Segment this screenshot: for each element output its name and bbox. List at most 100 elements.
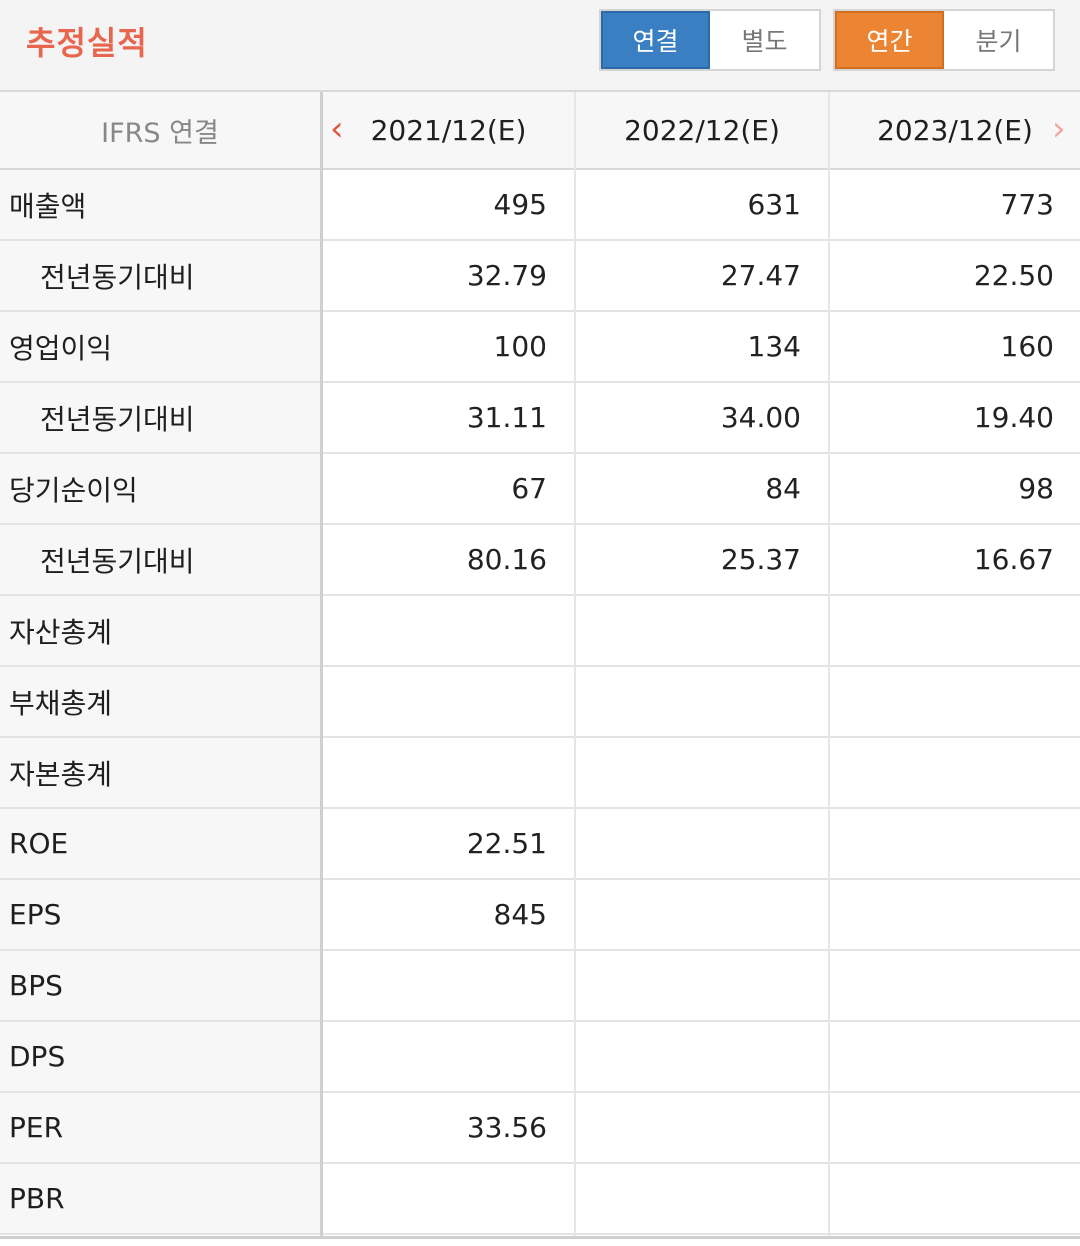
header-bar: 추정실적 연결 별도 연간 분기 bbox=[0, 0, 1080, 92]
accounting-standard-label: IFRS 연결 bbox=[101, 117, 219, 149]
value-cell bbox=[576, 667, 828, 736]
value-cell: 98 bbox=[1018, 472, 1054, 505]
value-cell: 773 bbox=[1000, 188, 1054, 221]
row-label: ROE bbox=[9, 827, 69, 860]
row-label: 당기순이익 bbox=[9, 473, 138, 507]
table-row: 전년동기대비 32.79 27.47 22.50 bbox=[0, 241, 1080, 312]
annual-button[interactable]: 연간 bbox=[835, 11, 944, 69]
value-cell: 34.00 bbox=[720, 401, 801, 434]
row-label: EPS bbox=[9, 898, 62, 931]
table-row: DPS bbox=[0, 1022, 1080, 1093]
value-cell bbox=[830, 880, 1080, 949]
table-row: PER 33.56 bbox=[0, 1093, 1080, 1164]
row-label-cell: DPS bbox=[0, 1022, 320, 1091]
row-label: 전년동기대비 bbox=[40, 544, 195, 578]
value-cell bbox=[323, 596, 574, 665]
consolidated-button[interactable]: 연결 bbox=[601, 11, 710, 69]
table-row: 자산총계 bbox=[0, 596, 1080, 667]
quarterly-button[interactable]: 분기 bbox=[975, 27, 1022, 56]
value-cell bbox=[576, 738, 828, 807]
value-cell bbox=[323, 667, 574, 736]
value-cell: 16.67 bbox=[973, 543, 1054, 576]
row-label: DPS bbox=[9, 1040, 66, 1073]
row-label: 매출액 bbox=[9, 189, 87, 223]
column-divider bbox=[320, 92, 323, 1238]
table-row: 자본총계 bbox=[0, 738, 1080, 809]
row-label-cell: 부채총계 bbox=[0, 667, 320, 736]
value-cell: 80.16 bbox=[466, 543, 547, 576]
row-label-cell: EPS bbox=[0, 880, 320, 949]
value-cell bbox=[576, 1164, 828, 1233]
value-cell bbox=[830, 1164, 1080, 1233]
row-label-cell: ROE bbox=[0, 809, 320, 878]
column-divider bbox=[574, 92, 576, 1238]
value-cell bbox=[323, 1022, 574, 1091]
value-cell bbox=[830, 951, 1080, 1020]
value-cell: 134 bbox=[747, 330, 801, 363]
value-cell: 160 bbox=[1000, 330, 1054, 363]
row-label-cell: PBR bbox=[0, 1164, 320, 1233]
value-cell bbox=[576, 1022, 828, 1091]
chevron-left-icon[interactable]: ‹ bbox=[330, 109, 344, 149]
row-label: BPS bbox=[9, 969, 63, 1002]
chevron-right-icon[interactable]: › bbox=[1052, 109, 1066, 149]
value-cell: 845 bbox=[493, 898, 547, 931]
row-label-cell: 매출액 bbox=[0, 170, 320, 239]
value-cell: 31.11 bbox=[466, 401, 547, 434]
column-header-2022: 2022/12(E) bbox=[624, 113, 780, 147]
value-cell: 495 bbox=[493, 188, 547, 221]
value-cell bbox=[576, 809, 828, 878]
row-label: 부채총계 bbox=[9, 686, 113, 720]
row-label-cell: 전년동기대비 bbox=[0, 241, 320, 310]
row-label-cell: 당기순이익 bbox=[0, 454, 320, 523]
row-label-cell: BPS bbox=[0, 951, 320, 1020]
separate-button[interactable]: 별도 bbox=[741, 27, 788, 56]
row-label: 영업이익 bbox=[9, 331, 113, 365]
value-cell: 22.50 bbox=[973, 259, 1054, 292]
value-cell bbox=[830, 1022, 1080, 1091]
row-label: PER bbox=[9, 1111, 64, 1144]
value-cell bbox=[576, 951, 828, 1020]
table-header-row: IFRS 연결 2021/12(E) 2022/12(E) 2023/12(E) bbox=[0, 92, 1080, 170]
value-cell: 19.40 bbox=[973, 401, 1054, 434]
value-cell bbox=[576, 596, 828, 665]
table-row: 영업이익 100 134 160 bbox=[0, 312, 1080, 383]
column-header-2021: 2021/12(E) bbox=[370, 113, 527, 147]
value-cell: 84 bbox=[765, 472, 801, 505]
row-label: 자본총계 bbox=[9, 757, 113, 791]
value-cell bbox=[323, 1164, 574, 1233]
row-label-cell: PER bbox=[0, 1093, 320, 1162]
value-cell bbox=[830, 809, 1080, 878]
table-row: PBR bbox=[0, 1164, 1080, 1235]
row-label: 자산총계 bbox=[9, 615, 113, 649]
value-cell bbox=[830, 596, 1080, 665]
value-cell: 22.51 bbox=[466, 827, 547, 860]
value-cell: 27.47 bbox=[720, 259, 801, 292]
value-cell bbox=[323, 738, 574, 807]
value-cell: 32.79 bbox=[466, 259, 547, 292]
table-row: ROE 22.51 bbox=[0, 809, 1080, 880]
period-toggle: 연간 분기 bbox=[833, 9, 1055, 71]
column-header-2023: 2023/12(E) bbox=[877, 113, 1033, 147]
table-row: 당기순이익 67 84 98 bbox=[0, 454, 1080, 525]
value-cell bbox=[830, 738, 1080, 807]
table-row: EPS 845 bbox=[0, 880, 1080, 951]
value-cell: 67 bbox=[511, 472, 547, 505]
row-label-cell: 전년동기대비 bbox=[0, 383, 320, 452]
value-cell: 631 bbox=[747, 188, 801, 221]
table-row: 부채총계 bbox=[0, 667, 1080, 738]
row-label-cell: 자산총계 bbox=[0, 596, 320, 665]
value-cell bbox=[576, 880, 828, 949]
value-cell bbox=[830, 667, 1080, 736]
row-label-cell: 영업이익 bbox=[0, 312, 320, 381]
table-row: 전년동기대비 31.11 34.00 19.40 bbox=[0, 383, 1080, 454]
row-label-cell: 자본총계 bbox=[0, 738, 320, 807]
value-cell bbox=[576, 1093, 828, 1162]
value-cell: 100 bbox=[493, 330, 547, 363]
value-cell bbox=[323, 951, 574, 1020]
table-row: 매출액 495 631 773 bbox=[0, 170, 1080, 241]
row-label: PBR bbox=[9, 1182, 65, 1215]
row-label-cell: 전년동기대비 bbox=[0, 525, 320, 594]
value-cell bbox=[830, 1093, 1080, 1162]
table-row: 전년동기대비 80.16 25.37 16.67 bbox=[0, 525, 1080, 596]
